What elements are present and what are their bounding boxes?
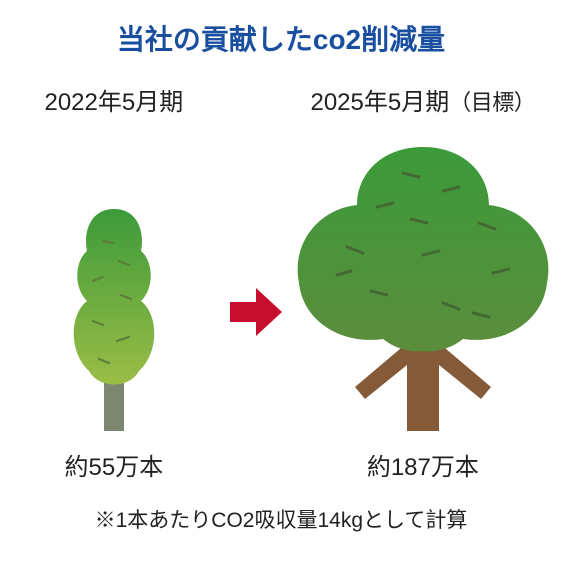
page-title: 当社の貢献したco2削減量 bbox=[0, 0, 562, 58]
tree-large-icon bbox=[293, 143, 553, 433]
title-text: 当社の貢献したco2削減量 bbox=[117, 24, 445, 55]
value-2022: 約55万本 bbox=[65, 447, 164, 482]
column-2025: 2025年5月期（目標） bbox=[284, 82, 562, 482]
value-2025: 約187万本 bbox=[367, 447, 479, 482]
period-2022: 2022年5月期 bbox=[44, 82, 183, 117]
period-2025-main: 2025年5月期 bbox=[310, 89, 449, 116]
comparison-columns: 2022年5月期 bbox=[0, 82, 562, 482]
arrow-wrap bbox=[228, 82, 284, 482]
footnote: ※1本あたりCO2吸収量14kgとして計算 bbox=[0, 504, 562, 534]
tree-small-icon bbox=[59, 203, 169, 433]
tree-slot-2025 bbox=[293, 117, 553, 433]
column-2022: 2022年5月期 bbox=[0, 82, 228, 482]
tree-slot-2022 bbox=[59, 117, 169, 433]
period-2025: 2025年5月期（目標） bbox=[310, 82, 535, 117]
arrow-right-icon bbox=[228, 282, 284, 342]
period-2025-suffix: （目標） bbox=[449, 90, 535, 115]
